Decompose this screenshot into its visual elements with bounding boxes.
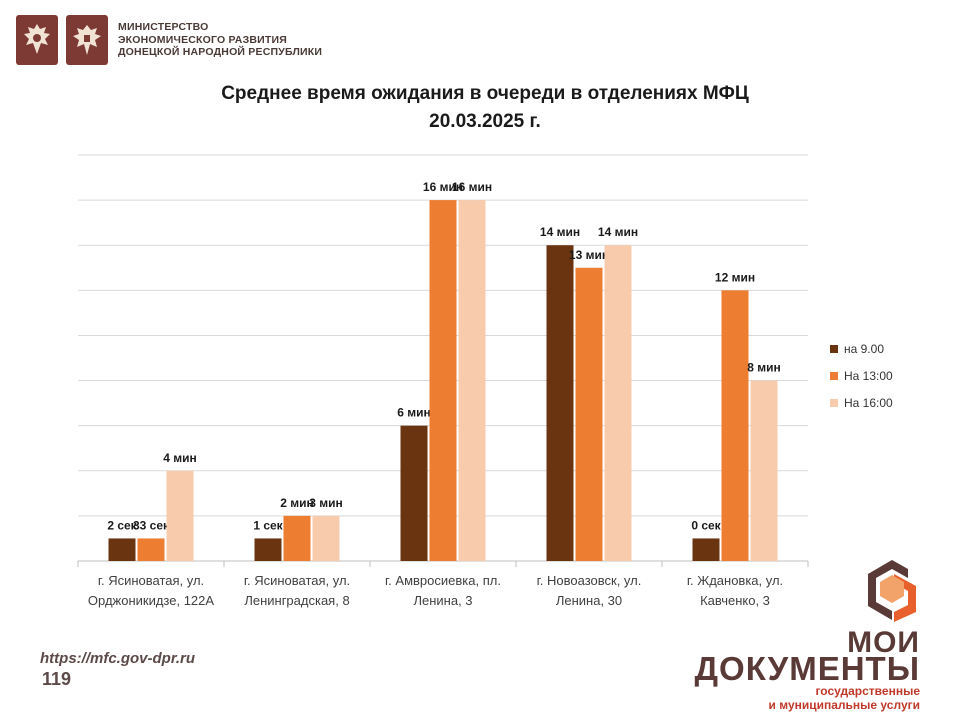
bar — [400, 425, 428, 561]
bar — [575, 267, 603, 561]
eagle-icon — [73, 25, 101, 55]
ministry-line-1: МИНИСТЕРСТВО — [118, 21, 209, 34]
legend-swatch-13 — [830, 372, 838, 380]
legend-label-9: на 9.00 — [844, 342, 884, 356]
category-label: Ленинградская, 8 — [244, 593, 349, 608]
footer-url-link[interactable]: https://mfc.gov-dpr.ru — [40, 650, 195, 667]
emblem-dpr — [66, 15, 108, 65]
moi-dokumenty-logo-icon — [868, 560, 916, 622]
data-label: 0 сек — [691, 518, 721, 532]
bar — [137, 538, 165, 561]
brand-subtitle-1: государственные — [815, 684, 920, 698]
bar — [254, 538, 282, 561]
ministry-line-3: ДОНЕЦКОЙ НАРОДНОЙ РЕСПУБЛИКИ — [118, 46, 323, 59]
legend-item-9: на 9.00 — [830, 340, 893, 358]
data-label: 8 мин — [747, 361, 781, 375]
data-label: 13 мин — [569, 248, 609, 262]
data-label: 16 мин — [423, 180, 463, 194]
ministry-line-2: ЭКОНОМИЧЕСКОГО РАЗВИТИЯ — [118, 33, 288, 46]
legend-item-13: На 13:00 — [830, 367, 893, 385]
bar — [750, 380, 778, 561]
bar — [108, 538, 136, 561]
category-label: Ленина, 30 — [556, 593, 622, 608]
category-label: г. Ясиноватая, ул. — [244, 573, 350, 588]
legend-swatch-16 — [830, 399, 838, 407]
data-label: 1 сек — [253, 518, 283, 532]
bar — [429, 200, 457, 561]
chart-title-line-2: 20.03.2025 г. — [429, 111, 541, 132]
page-number: 119 — [42, 669, 72, 689]
data-label: 3 мин — [309, 496, 343, 510]
legend-swatch-9 — [830, 345, 838, 353]
brand-subtitle-2: и муниципальные услуги — [768, 698, 920, 712]
data-label: 2 сек — [107, 518, 137, 532]
data-label: 14 мин — [540, 225, 580, 239]
brand-moi-dokumenty: МОИ ДОКУМЕНТЫ государственные и муниципа… — [695, 558, 926, 716]
data-label: 2 мин — [280, 496, 314, 510]
ministry-header: МИНИСТЕРСТВО ЭКОНОМИЧЕСКОГО РАЗВИТИЯ ДОН… — [16, 14, 322, 66]
bar — [721, 290, 749, 561]
category-label: г. Амвросиевка, пл. — [385, 573, 501, 588]
category-label: Орджоникидзе, 122А — [88, 593, 214, 608]
chart-legend: на 9.00 На 13:00 На 16:00 — [830, 340, 893, 421]
brand-word-dokumenty: ДОКУМЕНТЫ — [694, 650, 920, 687]
bar — [604, 245, 632, 561]
data-label: 16 мин — [452, 180, 492, 194]
category-label: г. Ждановка, ул. — [687, 573, 783, 588]
bar — [312, 515, 340, 561]
bar — [458, 200, 486, 561]
data-label: 4 мин — [163, 451, 197, 465]
chart-title: Среднее время ожидания в очереди в отдел… — [140, 80, 830, 136]
bar — [283, 515, 311, 561]
legend-label-13: На 13:00 — [844, 369, 893, 383]
data-label: 14 мин — [598, 225, 638, 239]
chart-title-line-1: Среднее время ожидания в очереди в отдел… — [221, 83, 749, 104]
double-eagle-icon — [24, 24, 50, 54]
data-label: 33 сек — [133, 518, 170, 532]
legend-item-16: На 16:00 — [830, 394, 893, 412]
category-label: г. Новоазовск, ул. — [537, 573, 642, 588]
category-label: Ленина, 3 — [413, 593, 472, 608]
brand-word-moi: МОИ — [847, 626, 920, 659]
ministry-name: МИНИСТЕРСТВО ЭКОНОМИЧЕСКОГО РАЗВИТИЯ ДОН… — [118, 21, 322, 59]
category-label: г. Ясиноватая, ул. — [98, 573, 204, 588]
legend-label-16: На 16:00 — [844, 396, 893, 410]
bar — [166, 470, 194, 561]
bar — [692, 538, 720, 561]
category-label: Кавченко, 3 — [700, 593, 770, 608]
emblem-russia — [16, 15, 58, 65]
bar — [546, 245, 574, 561]
data-label: 6 мин — [397, 406, 431, 420]
data-label: 12 мин — [715, 270, 755, 284]
